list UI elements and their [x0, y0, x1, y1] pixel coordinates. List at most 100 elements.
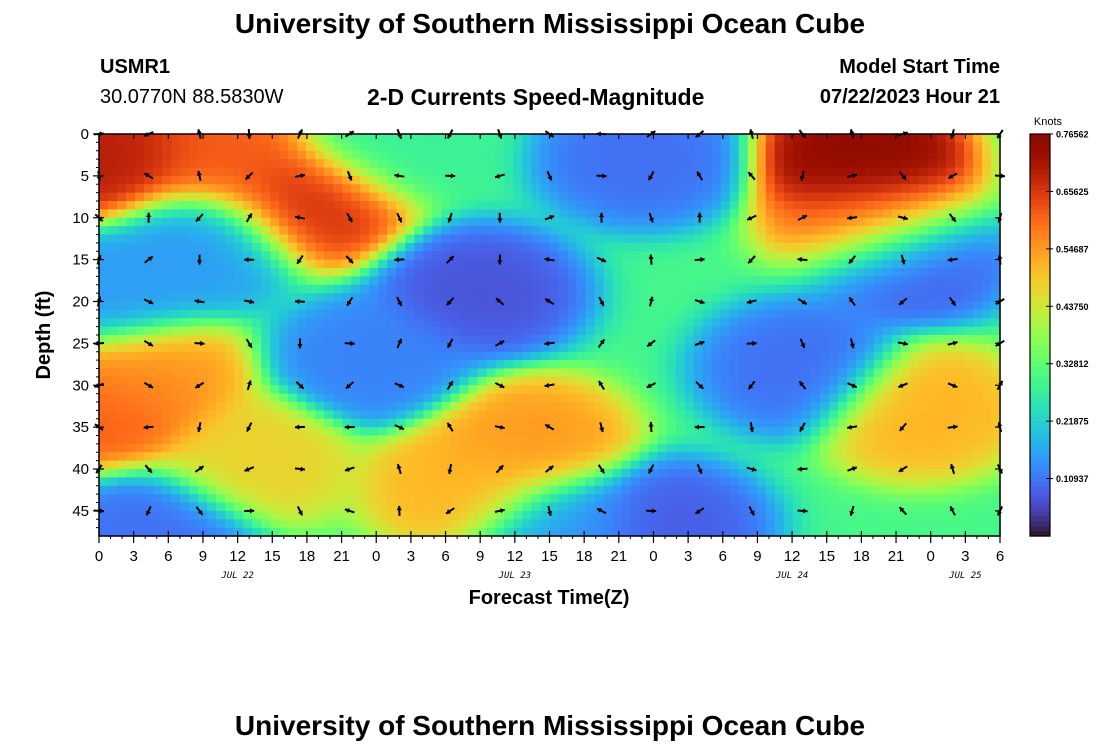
heat-cell-1963: [459, 494, 470, 504]
heat-cell-3622: [774, 318, 785, 328]
heat-cell-3236: [702, 301, 713, 311]
heat-cell-735: [234, 259, 244, 269]
heat-cell-4112: [864, 402, 875, 411]
heat-cell-2243: [513, 427, 524, 437]
heat-cell-4030: [846, 519, 857, 529]
heat-cell-3178: [693, 217, 704, 227]
heat-cell-3138: [684, 284, 695, 294]
heat-cell-2711: [603, 326, 614, 336]
heat-cell-170: [126, 351, 136, 361]
heat-cell-2486: [558, 452, 569, 462]
heat-cell-205: [135, 242, 145, 252]
heat-cell-2799: [621, 259, 632, 269]
heat-cell-290: [153, 150, 163, 160]
heat-cell-4017: [846, 410, 857, 420]
heat-cell-709: [225, 443, 235, 453]
heat-cell-266: [144, 351, 154, 361]
heat-cell-3840: [819, 134, 830, 143]
heat-cell-255: [144, 259, 154, 269]
heat-cell-796: [243, 368, 253, 378]
heat-cell-2923: [639, 494, 650, 504]
heat-cell-1866: [441, 485, 451, 495]
heat-cell-2362: [540, 217, 551, 227]
heat-cell-3591: [765, 460, 776, 470]
heat-cell-337: [162, 142, 172, 152]
heat-cell-845: [252, 376, 262, 386]
heat-cell-538: [198, 217, 208, 227]
heat-cell-3639: [774, 460, 785, 470]
heat-cell-592: [207, 268, 217, 277]
heat-cell-3805: [810, 242, 821, 252]
heat-cell-1651: [405, 293, 415, 303]
heat-cell-3095: [675, 326, 686, 336]
heat-cell-3697: [792, 142, 803, 152]
heat-cell-2068: [486, 167, 497, 177]
heat-cell-2342: [531, 452, 542, 462]
heat-cell-3503: [747, 527, 758, 537]
heat-cell-2880: [639, 134, 650, 143]
heat-cell-4425: [927, 209, 938, 219]
heat-cell-2210: [513, 150, 524, 160]
heat-cell-3610: [774, 217, 785, 227]
heat-cell-4610: [963, 150, 974, 160]
heat-cell-500: [189, 301, 199, 311]
heat-cell-1120: [306, 268, 316, 277]
heat-cell-1884: [450, 234, 460, 244]
heat-cell-2493: [558, 510, 569, 520]
heat-cell-2709: [603, 309, 614, 319]
heat-cell-4161: [873, 410, 884, 420]
heat-cell-4165: [873, 443, 884, 453]
heat-cell-280: [144, 469, 154, 478]
heat-cell-4660: [972, 167, 983, 177]
heat-cell-3741: [792, 510, 803, 520]
heat-cell-4695: [972, 460, 983, 470]
heat-cell-4795: [990, 494, 1001, 504]
heat-cell-2522: [567, 351, 578, 361]
heat-cell-3320: [720, 201, 731, 210]
heat-cell-2498: [567, 150, 578, 160]
heat-cell-1791: [432, 259, 442, 269]
current-arrow-58: [344, 466, 355, 472]
heat-cell-234: [135, 485, 145, 495]
heat-cell-1577: [387, 477, 397, 487]
heat-cell-304: [153, 268, 163, 277]
heat-cell-4003: [846, 293, 857, 303]
heat-cell-1713: [414, 410, 424, 420]
heat-cell-2006: [468, 452, 479, 462]
heat-cell-1089: [297, 410, 307, 420]
heat-cell-4718: [981, 251, 992, 261]
heat-cell-878: [261, 251, 271, 261]
heat-cell-1635: [405, 159, 415, 169]
heat-cell-2840: [630, 201, 641, 210]
heat-cell-1313: [342, 276, 352, 286]
heat-cell-2293: [522, 443, 533, 453]
heat-cell-4265: [891, 477, 902, 487]
heat-cell-2494: [558, 519, 569, 529]
heat-cell-4745: [981, 477, 992, 487]
heat-cell-2581: [576, 443, 587, 453]
heat-cell-3689: [783, 477, 794, 487]
heat-cell-560: [198, 402, 208, 411]
heat-cell-4629: [963, 309, 974, 319]
heat-cell-941: [270, 376, 280, 386]
heat-cell-2618: [585, 351, 596, 361]
heat-cell-954: [270, 485, 280, 495]
heat-cell-1642: [405, 217, 415, 227]
heat-cell-2271: [522, 259, 533, 269]
heat-cell-4139: [873, 226, 884, 236]
heat-cell-3525: [756, 309, 767, 319]
heat-cell-3362: [729, 150, 740, 160]
heat-cell-487: [189, 192, 199, 202]
heat-cell-4421: [927, 175, 938, 185]
heat-cell-102: [117, 184, 127, 194]
heat-cell-769: [243, 142, 253, 152]
heat-cell-4159: [873, 393, 884, 403]
heat-cell-1761: [423, 410, 433, 420]
heat-cell-3813: [810, 309, 821, 319]
heat-cell-1285: [333, 443, 343, 453]
heat-cell-3925: [828, 443, 839, 453]
heat-cell-908: [261, 502, 271, 512]
heat-cell-371: [162, 427, 172, 437]
heat-cell-3386: [729, 351, 740, 361]
heat-cell-3454: [738, 519, 749, 529]
